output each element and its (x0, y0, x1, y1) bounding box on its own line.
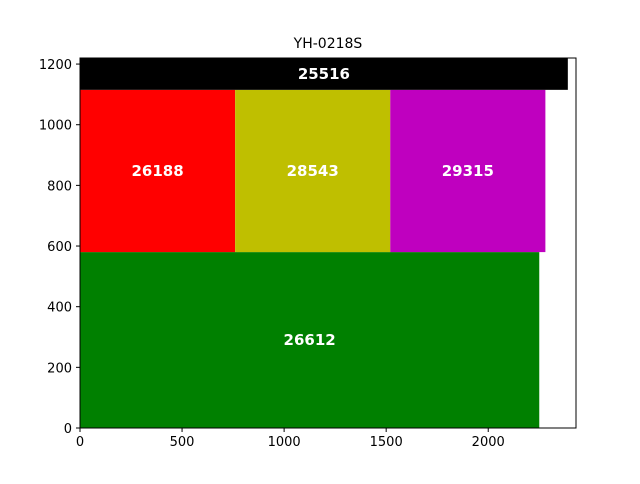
block-rect-26612 (80, 252, 540, 428)
x-tick-label: 2000 (472, 435, 505, 450)
x-tick-label: 1500 (370, 435, 403, 450)
blocks-layer: 26612 26188 28543 29315 25516 (80, 58, 568, 428)
y-tick-label: 0 (64, 422, 72, 437)
y-tick-label: 800 (47, 179, 72, 194)
y-tick-label: 1200 (39, 58, 72, 73)
x-tick-label: 1000 (268, 435, 301, 450)
axes-layer: 0 500 1000 1500 2000 0 200 400 600 800 1000 1200 (39, 57, 577, 450)
y-tick-label: 1000 (39, 119, 72, 134)
y-tick-label: 200 (47, 361, 72, 376)
block-rect-26188 (80, 89, 236, 253)
chart-title: YH-0218S (293, 36, 363, 52)
block-label-29315: 29315 (442, 162, 494, 180)
block-label-25516: 25516 (298, 65, 350, 83)
x-tick-label: 500 (170, 435, 195, 450)
plot-frame (79, 57, 577, 429)
x-tick-label: 0 (76, 435, 84, 450)
block-label-28543: 28543 (287, 162, 339, 180)
block-label-26188: 26188 (131, 162, 183, 180)
block-rect-25516 (80, 58, 568, 90)
y-tick-label: 400 (47, 301, 72, 316)
y-tick-label: 600 (47, 240, 72, 255)
block-label-26612: 26612 (284, 331, 336, 349)
block-rect-29315 (390, 89, 546, 253)
block-rect-28543 (235, 89, 391, 253)
